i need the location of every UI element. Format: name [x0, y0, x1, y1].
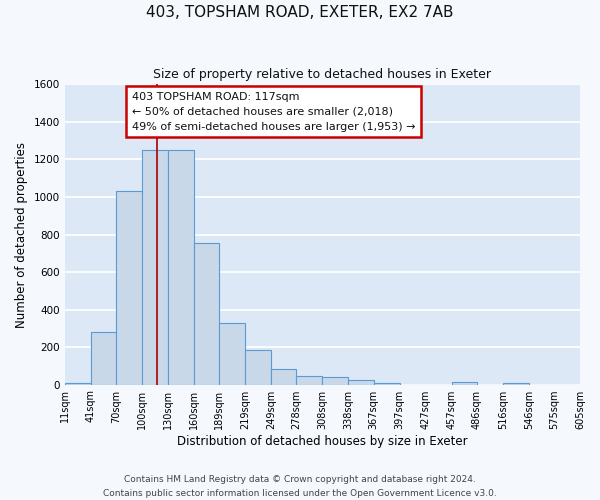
- Bar: [503, 382, 529, 384]
- Bar: [349, 380, 374, 384]
- Text: 403, TOPSHAM ROAD, EXETER, EX2 7AB: 403, TOPSHAM ROAD, EXETER, EX2 7AB: [146, 5, 454, 20]
- Bar: [168, 150, 194, 384]
- Bar: [91, 332, 116, 384]
- Bar: [374, 382, 400, 384]
- Bar: [116, 192, 142, 384]
- Title: Size of property relative to detached houses in Exeter: Size of property relative to detached ho…: [154, 68, 491, 80]
- Bar: [194, 243, 219, 384]
- Bar: [245, 350, 271, 384]
- Bar: [65, 382, 91, 384]
- Text: Contains HM Land Registry data © Crown copyright and database right 2024.
Contai: Contains HM Land Registry data © Crown c…: [103, 476, 497, 498]
- Bar: [452, 382, 477, 384]
- Bar: [219, 322, 245, 384]
- Y-axis label: Number of detached properties: Number of detached properties: [15, 142, 28, 328]
- X-axis label: Distribution of detached houses by size in Exeter: Distribution of detached houses by size …: [177, 434, 467, 448]
- Text: 403 TOPSHAM ROAD: 117sqm
← 50% of detached houses are smaller (2,018)
49% of sem: 403 TOPSHAM ROAD: 117sqm ← 50% of detach…: [131, 92, 415, 132]
- Bar: [296, 376, 322, 384]
- Bar: [271, 368, 296, 384]
- Bar: [142, 150, 168, 384]
- Bar: [322, 378, 349, 384]
